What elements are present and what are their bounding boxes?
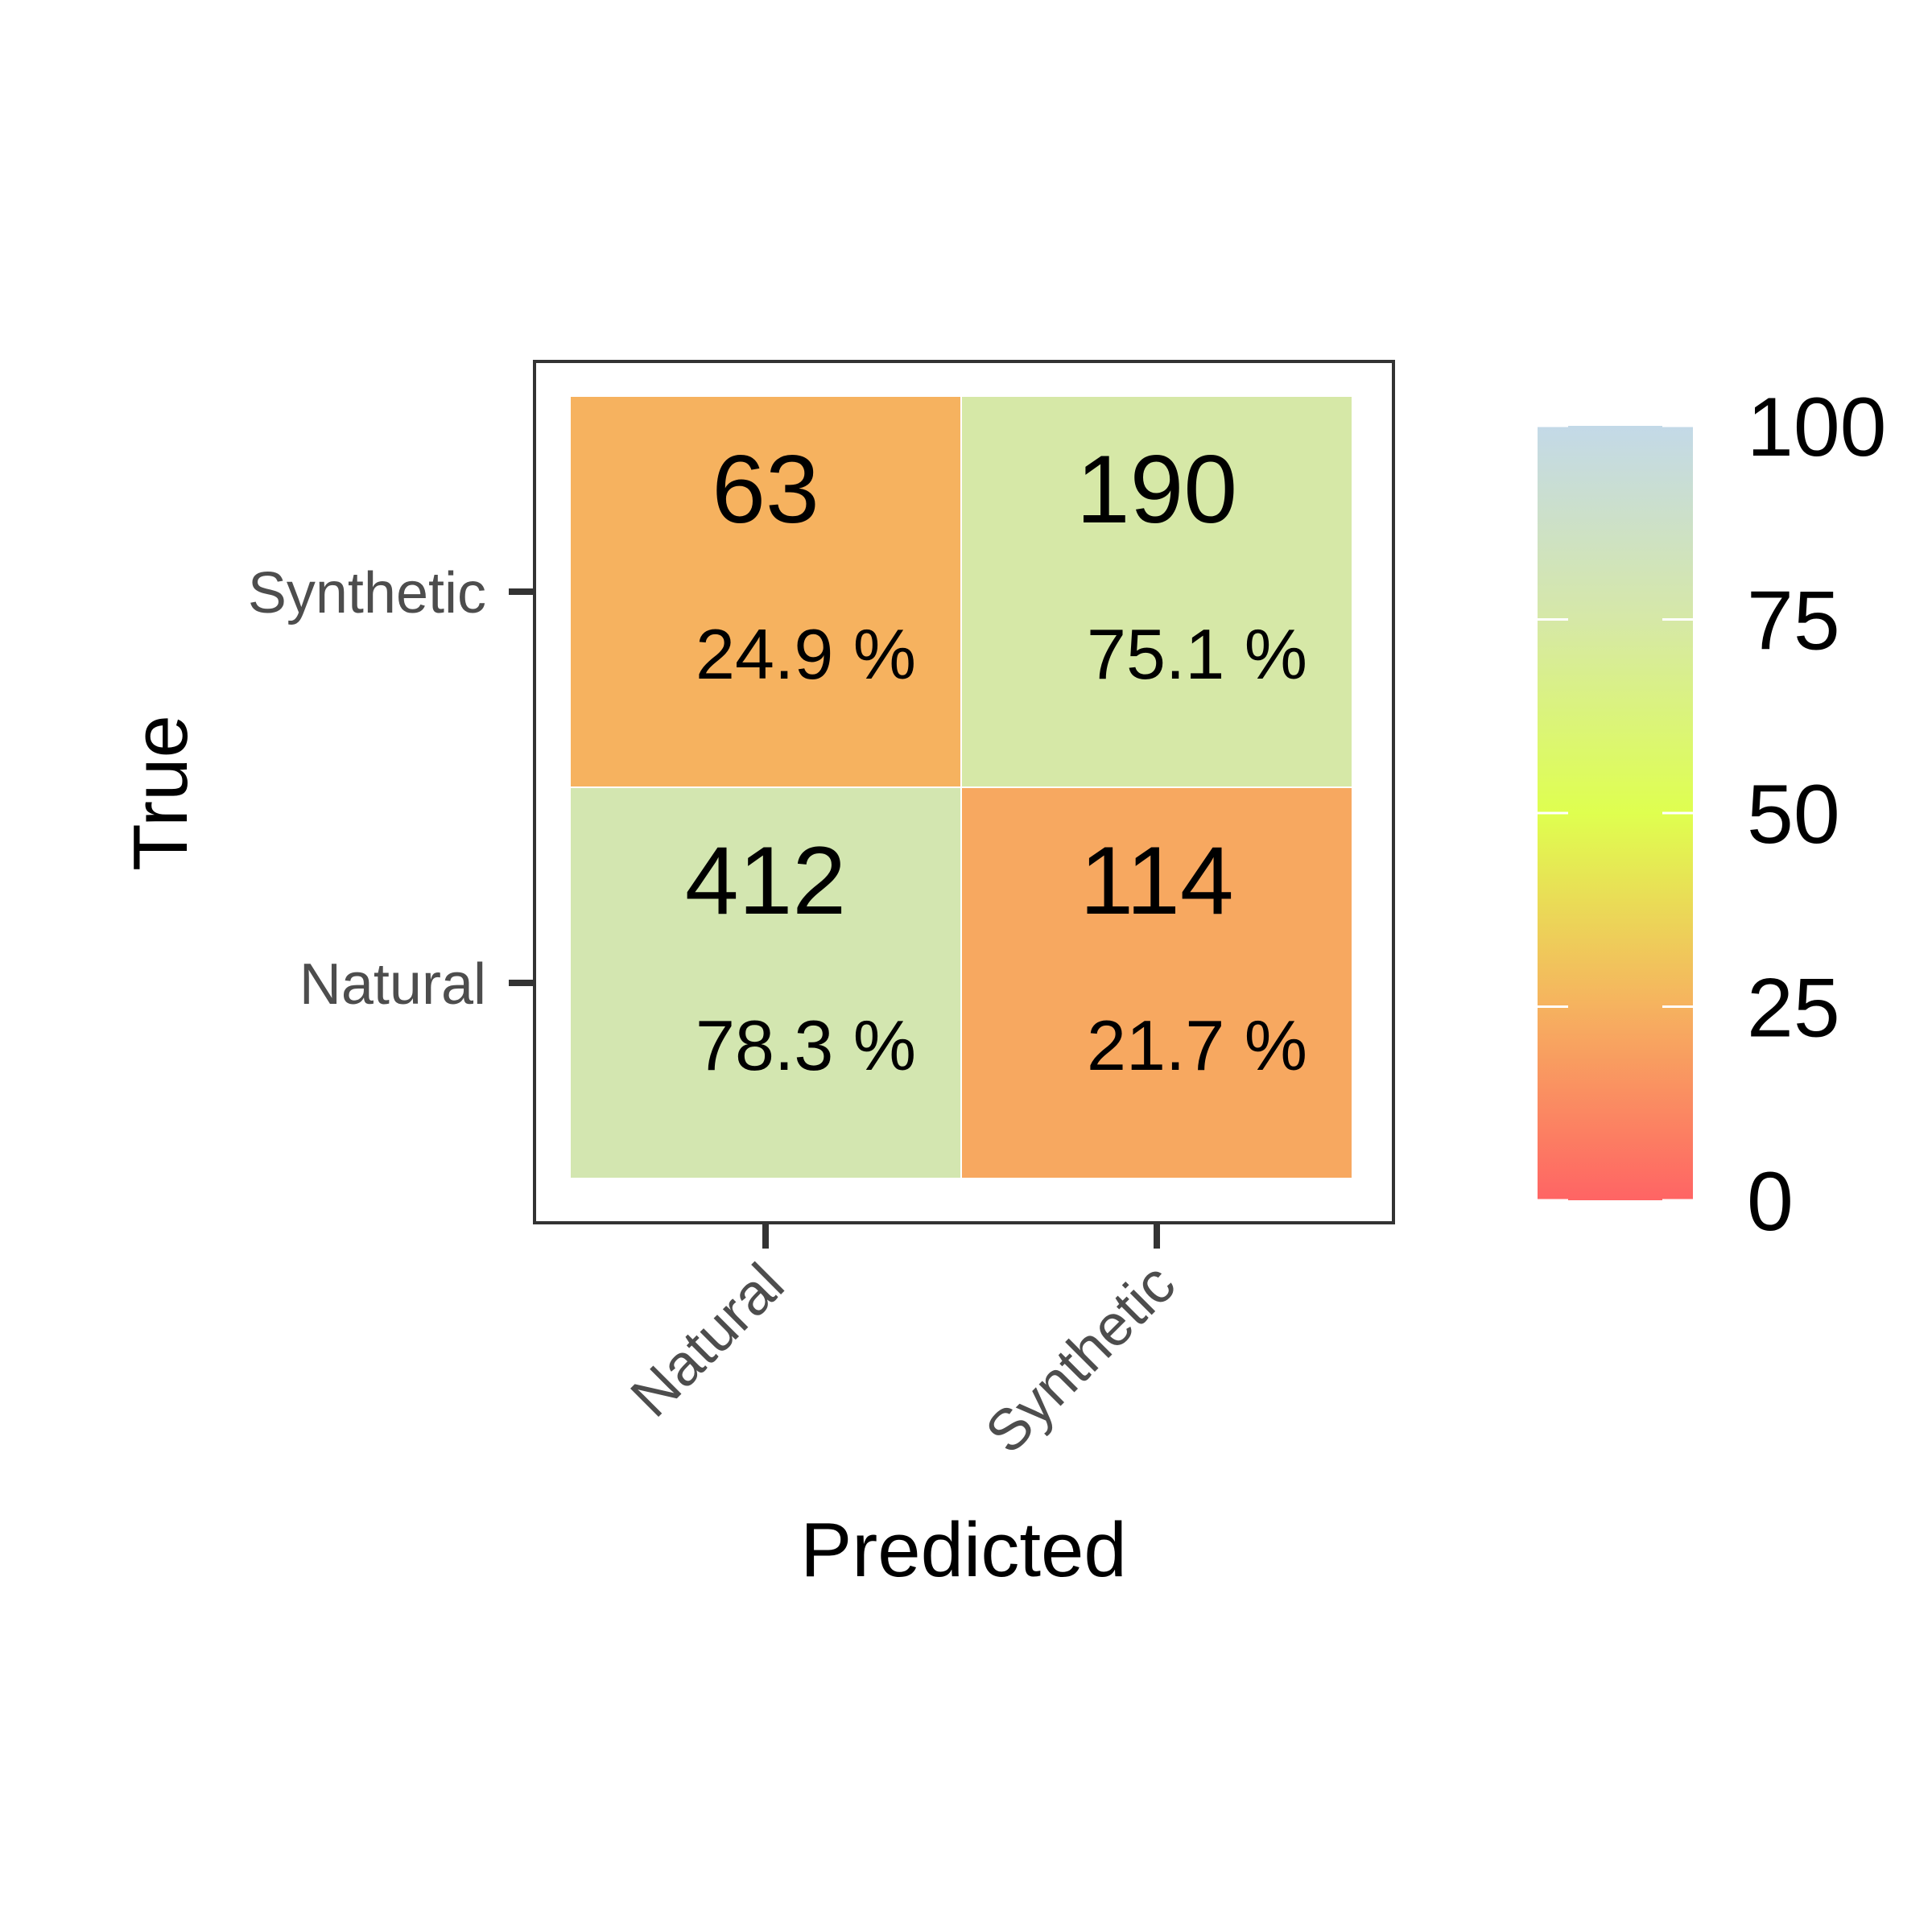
percent-label-synthetic-natural: 24.9 % — [696, 614, 916, 694]
colorbar-tick-label-25: 25 — [1747, 962, 1840, 1055]
cell-synthetic-synthetic — [960, 395, 1353, 788]
cell-natural-natural — [569, 786, 962, 1179]
count-label-natural-natural: 412 — [685, 827, 846, 935]
y-axis-title: True — [118, 715, 204, 871]
x-tick-label-synthetic: Synthetic — [973, 1252, 1187, 1466]
colorbar-tick-label-50: 50 — [1747, 768, 1840, 861]
percent-label-natural-natural: 78.3 % — [696, 1005, 916, 1085]
colorbar-tick-label-75: 75 — [1747, 575, 1840, 668]
count-label-synthetic-synthetic: 190 — [1076, 436, 1237, 543]
y-tick-label-natural: Natural — [299, 952, 486, 1017]
percent-label-natural-synthetic: 21.7 % — [1087, 1005, 1307, 1085]
cell-natural-synthetic — [960, 786, 1353, 1179]
count-label-natural-synthetic: 114 — [1080, 827, 1233, 935]
count-label-synthetic-natural: 63 — [712, 436, 819, 543]
colorbar-tick-label-0: 0 — [1747, 1155, 1794, 1249]
x-axis-title: Predicted — [800, 1507, 1127, 1593]
x-tick-label-natural: Natural — [619, 1252, 797, 1430]
colorbar-tick-label-100: 100 — [1747, 381, 1887, 474]
percent-label-synthetic-synthetic: 75.1 % — [1087, 614, 1307, 694]
y-tick-label-synthetic: Synthetic — [248, 561, 486, 625]
cell-synthetic-natural — [569, 395, 962, 788]
